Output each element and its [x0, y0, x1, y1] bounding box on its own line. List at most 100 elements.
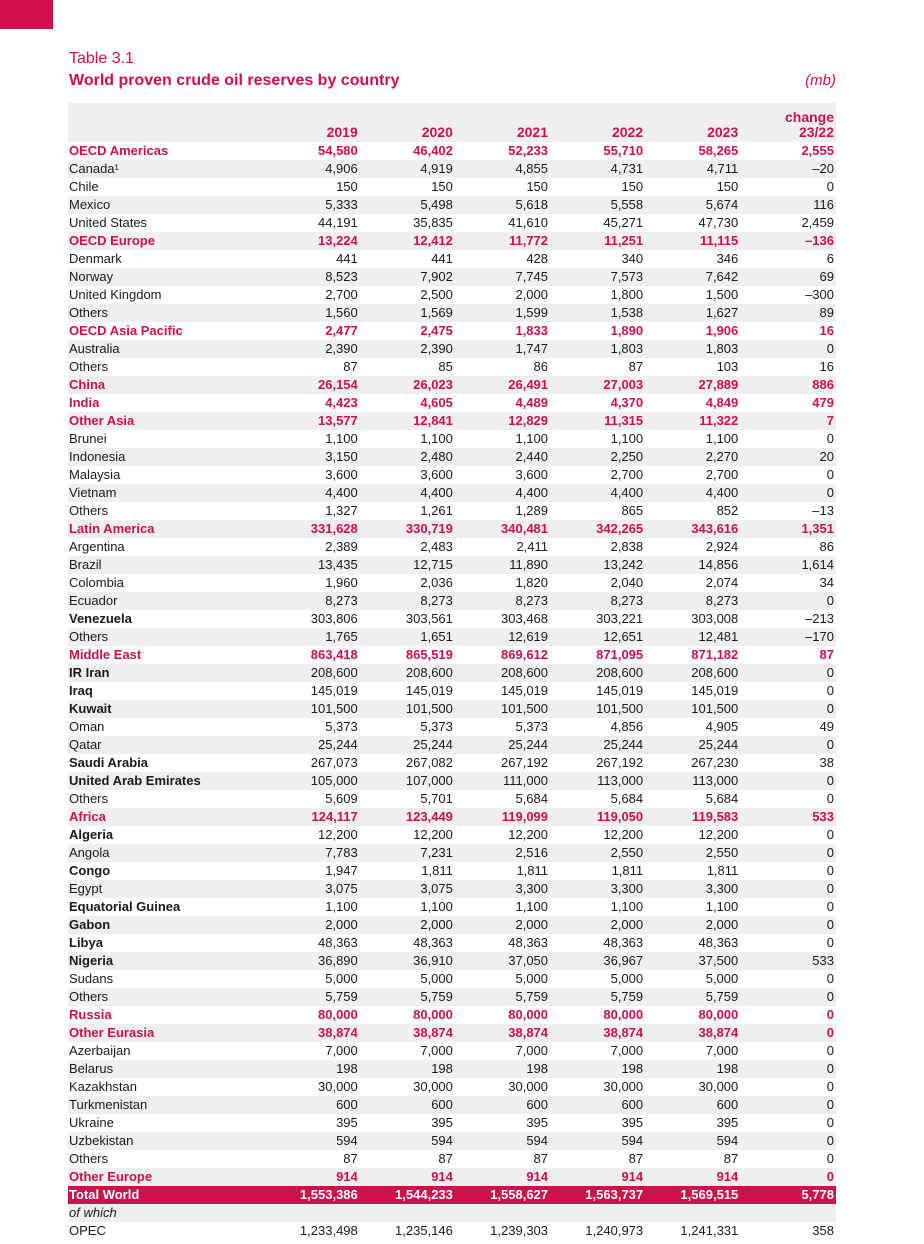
- region-row: Middle East 863,418 865,519 869,612 871,095 8…: [68, 646, 836, 664]
- cell-value: 600: [264, 1096, 360, 1114]
- cell-value: 111,000: [454, 772, 551, 790]
- cell-value: 38,874: [645, 1024, 741, 1042]
- cell-value: 5,759: [264, 988, 360, 1006]
- cell-value: 0: [740, 880, 836, 898]
- cell-value: 0: [826, 935, 834, 950]
- row-label: Mexico: [68, 196, 265, 214]
- table-row: Oman 5,373 5,373 5,373 4,856 4,905 49: [68, 718, 836, 736]
- cell-value: 11,322: [645, 412, 741, 430]
- cell-value: 87: [628, 1151, 644, 1166]
- cell-value: 36,967: [550, 952, 646, 970]
- cell-value: 2,036: [420, 575, 453, 590]
- region-row: OECD Americas 54,580 46,402 52,233 55,710 58,…: [68, 142, 836, 160]
- cell-value: 7,902: [359, 268, 455, 286]
- cell-value: 8,273: [264, 592, 360, 610]
- cell-value: 1,553,386: [264, 1186, 360, 1204]
- cell-value: 395: [716, 1115, 739, 1130]
- table-row: Canada¹ 4,906 4,919 4,855 4,731 4,711 –20: [68, 160, 836, 178]
- cell-value: 0: [740, 844, 836, 862]
- cell-value: 914: [359, 1168, 455, 1186]
- row-label: Uzbekistan: [68, 1132, 265, 1150]
- cell-value: 4,849: [705, 395, 739, 410]
- cell-value: 871,182: [691, 647, 739, 662]
- cell-value: 852: [716, 503, 739, 518]
- row-label: Oman: [69, 719, 105, 734]
- table-row: Belarus 198 198 198 198 198 0: [68, 1060, 836, 1078]
- row-label: Others: [68, 988, 265, 1006]
- cell-value: 1,627: [645, 304, 741, 322]
- cell-value: 12,619: [454, 628, 551, 646]
- cell-value: 80,000: [698, 1007, 739, 1022]
- table-row: Nigeria 36,890 36,910 37,050 36,967 37,500 533: [68, 952, 836, 970]
- cell-value: 27,889: [645, 376, 741, 394]
- cell-value: 48,363: [508, 935, 549, 950]
- cell-value: 13,435: [264, 556, 360, 574]
- cell-value: 914: [454, 1168, 551, 1186]
- table-row: Chile 150 150 150 150 150 0: [68, 178, 836, 196]
- table-row: of which: [68, 1204, 836, 1222]
- row-label: Turkmenistan: [68, 1096, 265, 1114]
- cell-value: 594: [454, 1132, 551, 1150]
- cell-value: 600: [454, 1096, 551, 1114]
- cell-value: 267,082: [405, 755, 453, 770]
- cell-value: 0: [740, 772, 836, 790]
- cell-value: 865: [621, 503, 644, 518]
- cell-value: 343,616: [645, 520, 741, 538]
- cell-value: 0: [826, 1115, 834, 1130]
- row-label: Egypt: [68, 880, 265, 898]
- cell-value: 303,008: [691, 611, 739, 626]
- cell-value: 2,000: [645, 916, 741, 934]
- cell-value: 0: [740, 916, 836, 934]
- cell-value: 2,555: [801, 143, 834, 158]
- cell-value: 12,200: [318, 827, 358, 842]
- cell-value: 1,960: [325, 575, 358, 590]
- cell-value: 12,200: [603, 827, 644, 842]
- row-label: Iraq: [69, 683, 93, 698]
- cell-value: –136: [740, 232, 836, 250]
- cell-value: [645, 1204, 741, 1222]
- cell-value: 0: [740, 1168, 836, 1186]
- cell-value: 150: [431, 179, 453, 194]
- cell-value: 594: [359, 1132, 455, 1150]
- table-row: Norway 8,523 7,902 7,745 7,573 7,642 69: [68, 268, 836, 286]
- cell-value: 1,100: [420, 431, 453, 446]
- cell-value: 86: [533, 359, 549, 374]
- cell-value: 145,019: [405, 683, 453, 698]
- table-row: United States 44,191 35,835 41,610 45,271 47,…: [68, 214, 836, 232]
- cell-value: 886: [740, 376, 836, 394]
- cell-value: 5,778: [740, 1186, 836, 1204]
- cell-value: 8,273: [645, 592, 741, 610]
- cell-value: 0: [826, 899, 834, 914]
- cell-value: 2,000: [550, 916, 646, 934]
- table-row: Equatorial Guinea 1,100 1,100 1,100 1,100 1,1…: [68, 898, 836, 916]
- cell-value: 208,600: [645, 664, 741, 682]
- cell-value: 12,200: [508, 827, 549, 842]
- row-label: Total World: [68, 1186, 265, 1204]
- cell-value: 80,000: [603, 1007, 644, 1022]
- cell-value: 0: [826, 971, 834, 986]
- row-label: Indonesia: [68, 448, 265, 466]
- cell-value: 198: [550, 1060, 646, 1078]
- row-label: Venezuela: [69, 611, 132, 626]
- cell-value: 5,618: [454, 196, 551, 214]
- cell-value: 8,273: [454, 592, 551, 610]
- cell-value: 4,400: [454, 484, 551, 502]
- cell-value: 1,569,515: [645, 1186, 741, 1204]
- region-row: Other Eurasia 38,874 38,874 38,874 38,874 38,…: [68, 1024, 836, 1042]
- region-row: OECD Asia Pacific 2,477 2,475 1,833 1,890 1,9…: [68, 322, 836, 340]
- cell-value: 2,074: [705, 575, 739, 590]
- cell-value: 0: [826, 863, 834, 878]
- cell-value: 0: [826, 827, 834, 842]
- header-year: 2019: [264, 103, 360, 142]
- cell-value: 16: [819, 323, 834, 338]
- cell-value: 5,000: [325, 971, 358, 986]
- cell-value: 103: [716, 359, 739, 374]
- cell-value: 5,701: [420, 791, 453, 806]
- cell-value: 5,759: [454, 988, 551, 1006]
- cell-value: 303,221: [596, 611, 644, 626]
- cell-value: 54,580: [318, 143, 358, 158]
- cell-value: 26,023: [359, 376, 455, 394]
- cell-value: 2,270: [645, 448, 741, 466]
- cell-value: 1,100: [705, 431, 739, 446]
- cell-value: 198: [264, 1060, 360, 1078]
